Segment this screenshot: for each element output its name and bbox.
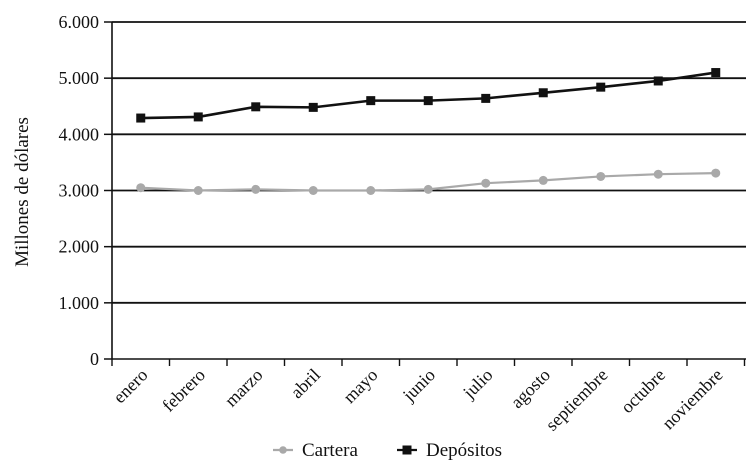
data-point xyxy=(596,82,606,92)
y-tick-label: 5.000 xyxy=(59,68,100,88)
data-point xyxy=(366,96,376,106)
legend-marker xyxy=(402,445,412,455)
x-tick-label: septiembre xyxy=(542,365,612,435)
y-tick-label: 3.000 xyxy=(59,181,100,201)
legend-item: Depósitos xyxy=(397,440,502,461)
data-point xyxy=(711,168,721,178)
x-tick-label: noviembre xyxy=(658,365,727,434)
legend: Cartera Depósitos xyxy=(273,440,502,461)
data-point xyxy=(596,171,606,181)
x-axis: enero febrero marzo abril mayo junio julio agos… xyxy=(109,359,746,435)
y-tick-label: 2.000 xyxy=(59,237,100,257)
data-point xyxy=(251,102,261,112)
series-line xyxy=(140,71,716,120)
x-tick-label: junio xyxy=(398,365,439,406)
y-tick-label: 6.000 xyxy=(59,12,100,32)
x-tick-label: agosto xyxy=(507,365,554,412)
data-point xyxy=(308,102,318,112)
data-point xyxy=(366,186,376,195)
data-point xyxy=(136,183,146,193)
x-tick-label: mayo xyxy=(339,365,381,407)
data-point xyxy=(653,169,663,179)
data-point xyxy=(423,184,433,194)
x-tick-label: enero xyxy=(109,365,151,407)
data-point xyxy=(481,178,491,188)
y-tick-label: 1.000 xyxy=(59,293,100,313)
y-axis: 0 1.000 2.000 3.000 4.000 5.000 6.000 xyxy=(59,12,113,369)
x-tick-label: octubre xyxy=(617,365,669,417)
x-tick-label: abril xyxy=(287,365,324,402)
data-point xyxy=(251,184,261,194)
series-cartera xyxy=(136,168,721,195)
legend-item: Cartera xyxy=(273,440,358,461)
data-point xyxy=(711,68,721,78)
data-point xyxy=(193,112,203,122)
x-tick-label: julio xyxy=(458,365,496,403)
x-tick-label: marzo xyxy=(221,365,267,411)
y-tick-label: 4.000 xyxy=(59,124,100,144)
data-point xyxy=(136,113,146,123)
legend-marker xyxy=(279,446,287,454)
series-layer xyxy=(136,68,721,195)
legend-label: Cartera xyxy=(302,440,358,461)
data-point xyxy=(193,186,203,195)
data-point xyxy=(481,93,491,103)
legend-label: Depósitos xyxy=(426,440,502,461)
data-point xyxy=(538,175,548,185)
y-tick-label: 0 xyxy=(90,349,99,369)
x-tick-label: febrero xyxy=(158,365,209,416)
y-axis-label: Millones de dólares xyxy=(12,117,33,267)
data-point xyxy=(308,186,318,195)
data-point xyxy=(423,96,433,106)
series-depósitos xyxy=(136,68,721,123)
data-point xyxy=(538,88,548,98)
data-point xyxy=(653,76,663,86)
